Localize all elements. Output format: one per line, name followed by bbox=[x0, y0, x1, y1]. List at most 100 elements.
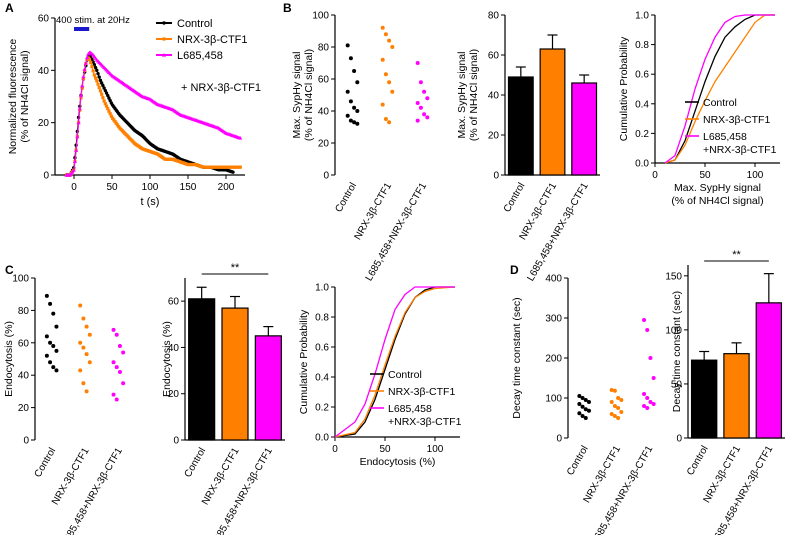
data-point bbox=[114, 121, 118, 125]
scatter-point bbox=[44, 293, 49, 298]
x-tick-label: 50 bbox=[699, 170, 711, 181]
scatter-point bbox=[387, 38, 392, 43]
scatter-point bbox=[78, 303, 83, 308]
y-tick-label: 0.6 bbox=[635, 70, 649, 81]
y-tick-label: 300 bbox=[545, 314, 562, 325]
y-tick-label: 400 bbox=[545, 274, 562, 285]
scatter-point bbox=[355, 121, 360, 126]
x-tick-label: 0 bbox=[332, 444, 338, 455]
data-point bbox=[101, 83, 105, 88]
scatter-point bbox=[577, 411, 582, 416]
legend-label: + NRX-3β-CTF1 bbox=[181, 82, 261, 94]
scatter-point bbox=[580, 396, 585, 400]
x-tick-label: 0 bbox=[652, 170, 658, 181]
scatter-point bbox=[418, 80, 423, 85]
y-axis-label: Endocytosis (%) bbox=[3, 321, 15, 397]
data-point bbox=[238, 136, 243, 140]
data-point bbox=[97, 85, 101, 90]
x-tick-label: 100 bbox=[142, 182, 159, 193]
category-label: L685,458+NRX-3β-CTF1 bbox=[210, 446, 276, 535]
x-tick-label: 50 bbox=[379, 444, 391, 455]
scatter-point bbox=[84, 352, 89, 357]
scatter-point bbox=[586, 400, 591, 404]
scatter-point bbox=[54, 324, 59, 329]
panel-label-b: B bbox=[283, 1, 292, 15]
scatter-point bbox=[78, 368, 83, 373]
y-tick-label: 200 bbox=[545, 354, 562, 365]
data-point bbox=[238, 165, 242, 169]
scatter-point bbox=[583, 398, 588, 402]
series-line bbox=[66, 56, 242, 176]
scatter-point bbox=[619, 410, 624, 414]
category-label: NRX-3β-CTF1 bbox=[353, 181, 395, 242]
scatter-point bbox=[345, 113, 350, 118]
scatter-point bbox=[345, 89, 350, 94]
scatter-point bbox=[415, 101, 420, 105]
scatter-point bbox=[645, 328, 650, 332]
scatter-point bbox=[48, 301, 53, 306]
data-point bbox=[113, 120, 117, 124]
y-tick-label: 20 bbox=[38, 118, 50, 129]
data-point bbox=[106, 107, 110, 111]
data-point bbox=[107, 96, 111, 100]
data-point bbox=[93, 65, 98, 70]
data-point bbox=[102, 99, 106, 103]
y-tick-label: 80 bbox=[318, 43, 330, 54]
scatter-point bbox=[51, 344, 56, 349]
y-tick-label: 60 bbox=[168, 297, 180, 308]
data-point bbox=[107, 109, 111, 113]
x-tick-label: 150 bbox=[180, 182, 197, 193]
stimulus-annotation: 400 stim. at 20Hz bbox=[56, 15, 130, 26]
data-point bbox=[93, 76, 98, 80]
data-point bbox=[89, 60, 93, 65]
scatter-point bbox=[81, 381, 86, 386]
scatter-point bbox=[642, 404, 647, 408]
y-tick-label: 0.8 bbox=[635, 40, 649, 51]
scatter-point bbox=[609, 412, 614, 416]
scatter-point bbox=[345, 43, 350, 48]
scatter-point bbox=[651, 376, 656, 380]
y-tick-label: 0.4 bbox=[635, 99, 649, 110]
y-axis-label: Decay time constant (sec) bbox=[511, 297, 523, 418]
y-tick-label: 100 bbox=[312, 11, 329, 22]
scatter-point bbox=[348, 99, 353, 104]
bar bbox=[723, 353, 750, 439]
y-tick-label: 0 bbox=[493, 171, 499, 182]
y-tick-label: 0.8 bbox=[315, 313, 329, 324]
cumulative-line bbox=[334, 286, 455, 438]
y-tick-label: 20 bbox=[488, 131, 500, 142]
data-point bbox=[99, 81, 104, 85]
y-axis-label: Normalized fluorescence bbox=[7, 39, 19, 155]
scatter-point bbox=[78, 340, 83, 345]
scatter-point bbox=[121, 350, 126, 355]
y-tick-label: 60 bbox=[18, 338, 30, 349]
y-axis-label: (% of NH4Cl signal) bbox=[19, 50, 31, 142]
y-tick-label: 60 bbox=[488, 51, 500, 62]
scatter-point bbox=[114, 397, 119, 402]
scatter-point bbox=[380, 25, 385, 30]
data-point bbox=[92, 73, 96, 77]
data-point bbox=[231, 170, 235, 174]
data-point bbox=[72, 159, 77, 163]
scatter-point bbox=[355, 109, 360, 113]
data-point bbox=[100, 92, 104, 96]
y-tick-label: 100 bbox=[545, 394, 562, 405]
data-point bbox=[162, 37, 166, 41]
scatter-point bbox=[117, 369, 122, 374]
data-point bbox=[106, 93, 110, 98]
scatter-point bbox=[348, 118, 353, 123]
scatter-point bbox=[380, 57, 385, 62]
significance-marker: ** bbox=[231, 262, 240, 274]
scatter-point bbox=[383, 72, 388, 77]
scatter-point bbox=[642, 392, 647, 396]
scatter-point bbox=[609, 388, 614, 392]
scatter-point bbox=[380, 102, 385, 107]
y-tick-label: 40 bbox=[168, 343, 180, 354]
data-point bbox=[103, 102, 107, 106]
cumulative-line bbox=[664, 14, 775, 164]
y-tick-label: 0.0 bbox=[635, 159, 649, 170]
data-point bbox=[103, 88, 108, 93]
y-tick-label: 80 bbox=[18, 306, 30, 317]
data-point bbox=[71, 168, 76, 172]
